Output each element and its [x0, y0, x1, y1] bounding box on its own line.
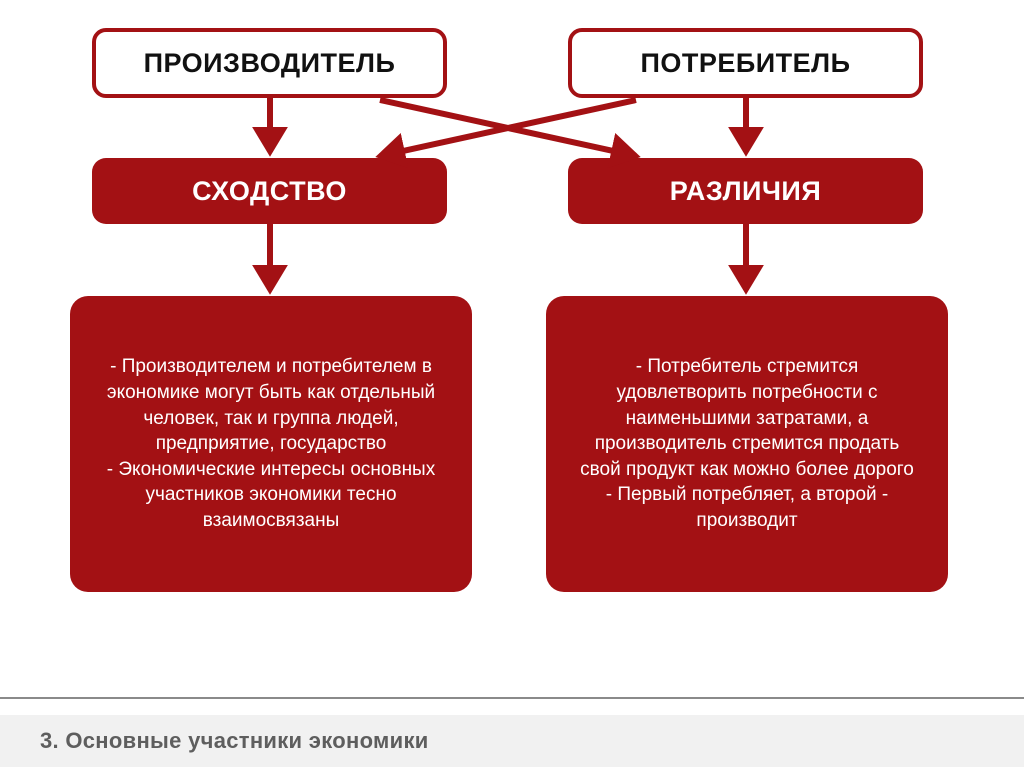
footer-title: 3. Основные участники экономики	[40, 728, 429, 754]
difference-item: Первый потребляет, а второй - производит	[574, 482, 920, 533]
footer-divider	[0, 697, 1024, 699]
difference-item: Потребитель стремится удовлетворить потр…	[574, 354, 920, 482]
node-difference-details: Потребитель стремится удовлетворить потр…	[546, 296, 948, 592]
similarity-item: Экономические интересы основных участник…	[98, 457, 444, 534]
node-difference: РАЗЛИЧИЯ	[568, 158, 923, 224]
difference-list: Потребитель стремится удовлетворить потр…	[574, 354, 920, 533]
node-similarity: СХОДСТВО	[92, 158, 447, 224]
node-producer: ПРОИЗВОДИТЕЛЬ	[92, 28, 447, 98]
node-consumer-label: ПОТРЕБИТЕЛЬ	[640, 48, 850, 79]
node-similarity-details: Производителем и потребителем в экономик…	[70, 296, 472, 592]
diagram-canvas: ПРОИЗВОДИТЕЛЬ ПОТРЕБИТЕЛЬ СХОДСТВО РАЗЛИ…	[0, 0, 1024, 767]
node-consumer: ПОТРЕБИТЕЛЬ	[568, 28, 923, 98]
similarity-item: Производителем и потребителем в экономик…	[98, 354, 444, 457]
node-similarity-label: СХОДСТВО	[192, 176, 347, 207]
similarity-list: Производителем и потребителем в экономик…	[98, 354, 444, 533]
footer-bar: 3. Основные участники экономики	[0, 715, 1024, 767]
node-difference-label: РАЗЛИЧИЯ	[670, 176, 822, 207]
node-producer-label: ПРОИЗВОДИТЕЛЬ	[144, 48, 396, 79]
